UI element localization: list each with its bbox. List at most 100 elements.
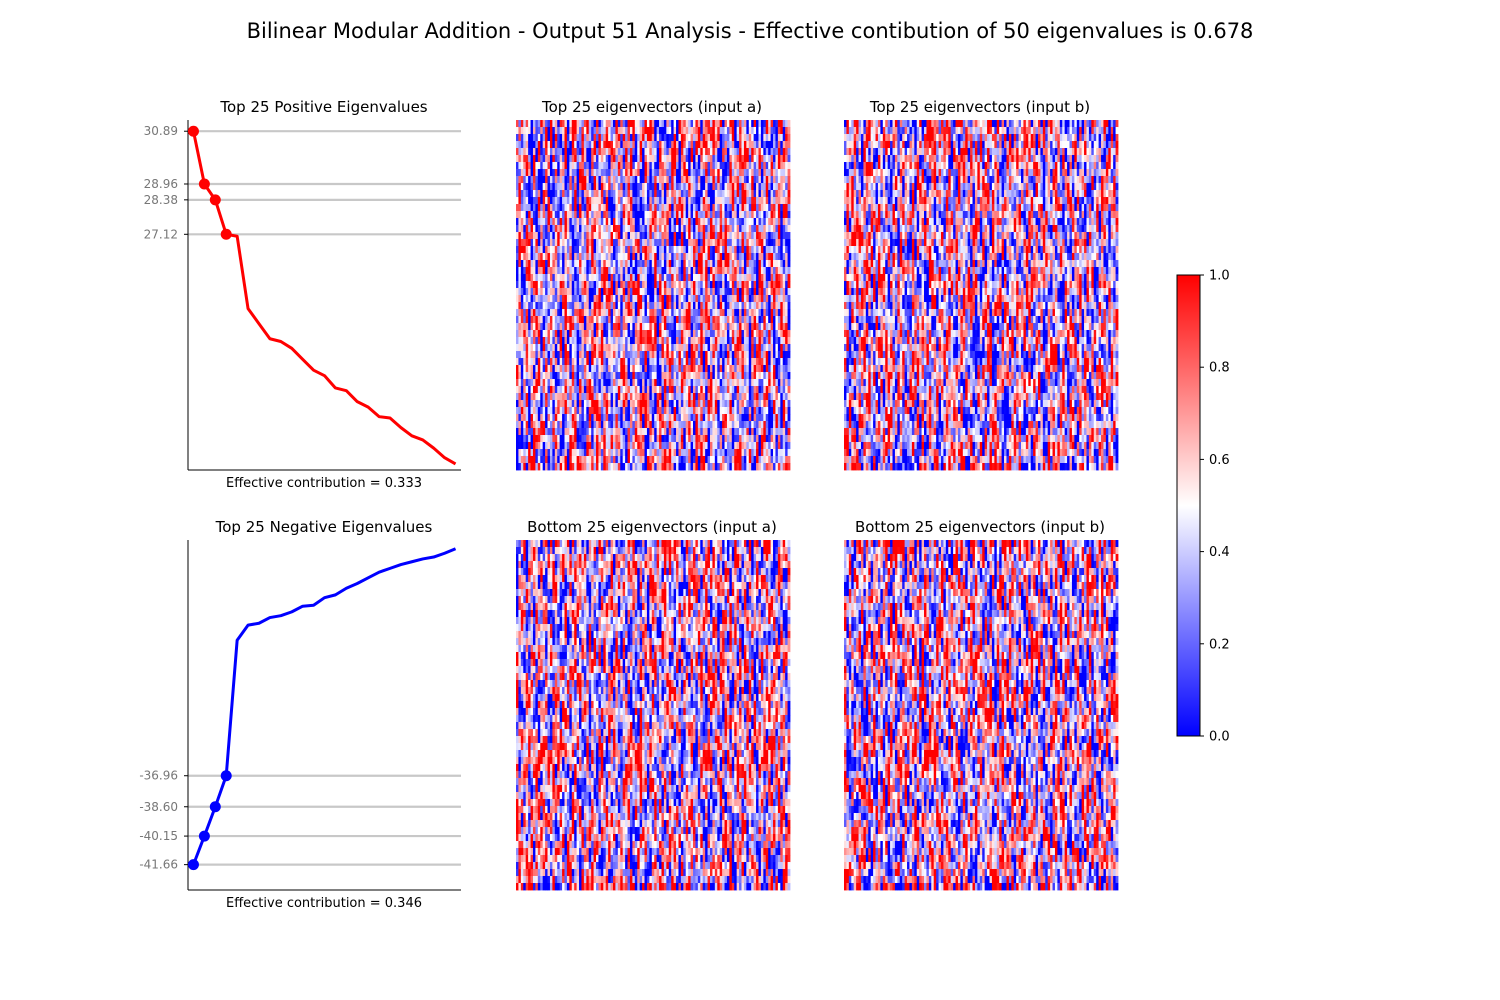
heatmap-cell bbox=[654, 316, 658, 324]
heatmap-cell bbox=[537, 176, 541, 184]
heatmap-cell bbox=[559, 267, 563, 275]
y-tick-label: -36.96 bbox=[139, 769, 178, 783]
heatmap-cell bbox=[625, 246, 628, 254]
heatmap-cell bbox=[554, 407, 558, 415]
heatmap-cell bbox=[683, 204, 687, 212]
heatmap-cell bbox=[741, 232, 745, 240]
heatmap-cell bbox=[777, 246, 781, 254]
heatmap-cell bbox=[748, 358, 752, 366]
heatmap-cell bbox=[612, 421, 616, 429]
heatmap-cell bbox=[591, 197, 594, 205]
heatmap-cell bbox=[707, 155, 711, 163]
heatmap-cell bbox=[676, 155, 679, 163]
heatmap-cell bbox=[549, 148, 553, 156]
heatmap-cell bbox=[583, 246, 587, 254]
heatmap-cell bbox=[644, 267, 648, 275]
heatmap-cell bbox=[549, 365, 553, 373]
heatmap-cell bbox=[765, 407, 769, 415]
heatmap-cell bbox=[574, 337, 578, 345]
heatmap-cell bbox=[605, 316, 609, 324]
heatmap-cell bbox=[697, 414, 701, 422]
heatmap-cell bbox=[559, 274, 563, 282]
heatmap-cell bbox=[676, 274, 679, 282]
heatmap-cell bbox=[685, 274, 689, 282]
heatmap-cell bbox=[591, 148, 594, 156]
heatmap-cell bbox=[608, 414, 611, 422]
heatmap-cell bbox=[693, 393, 696, 401]
heatmap-cell bbox=[712, 155, 716, 163]
heatmap-cell bbox=[676, 211, 679, 219]
heatmap-cell bbox=[622, 204, 626, 212]
heatmap-cell bbox=[581, 141, 585, 149]
heatmap-cell bbox=[559, 400, 563, 408]
heatmap-cell bbox=[637, 253, 641, 261]
heatmap-cell bbox=[581, 288, 585, 296]
heatmap-cell bbox=[673, 288, 677, 296]
heatmap-cell bbox=[540, 239, 544, 247]
heatmap-cell bbox=[746, 204, 750, 212]
heatmap-cell bbox=[673, 281, 677, 289]
heatmap-cell bbox=[554, 309, 558, 317]
heatmap-cell bbox=[760, 204, 764, 212]
heatmap-cell bbox=[756, 218, 759, 226]
heatmap-cell bbox=[770, 155, 774, 163]
heatmap-cell bbox=[668, 155, 672, 163]
heatmap-cell bbox=[520, 197, 524, 205]
heatmap-cell bbox=[688, 407, 691, 415]
heatmap-cell bbox=[535, 386, 539, 394]
heatmap-cell bbox=[777, 302, 781, 310]
heatmap-cell bbox=[554, 246, 558, 254]
heatmap-cell bbox=[528, 414, 531, 422]
highlight-point bbox=[209, 801, 221, 813]
heatmap-cell bbox=[586, 260, 590, 268]
heatmap-cell bbox=[549, 232, 553, 240]
heatmap-cell bbox=[741, 358, 745, 366]
heatmap-cell bbox=[588, 148, 592, 156]
heatmap-cell bbox=[714, 197, 718, 205]
heatmap-cell bbox=[537, 281, 541, 289]
heatmap-cell bbox=[530, 316, 534, 324]
heatmap-cell bbox=[700, 141, 704, 149]
heatmap-cell bbox=[554, 330, 558, 338]
heatmap-cell bbox=[782, 141, 786, 149]
heatmap-cell bbox=[707, 386, 711, 394]
heatmap-cell bbox=[537, 414, 541, 422]
heatmap-cell bbox=[605, 225, 609, 233]
heatmap-cell bbox=[690, 316, 694, 324]
heatmap-cell bbox=[731, 386, 735, 394]
heatmap-cell bbox=[644, 190, 648, 198]
heatmap-cell bbox=[673, 316, 677, 324]
heatmap-cell bbox=[663, 400, 667, 408]
heatmap-cell bbox=[726, 260, 730, 268]
heatmap-cell bbox=[782, 204, 786, 212]
heatmap-cell bbox=[549, 309, 553, 317]
heatmap-cell bbox=[554, 218, 558, 226]
heatmap-cell bbox=[666, 127, 670, 135]
heatmap-cell bbox=[528, 260, 531, 268]
heatmap-cell bbox=[634, 379, 638, 387]
heatmap-cell bbox=[673, 393, 677, 401]
heatmap-cell bbox=[520, 176, 524, 184]
heatmap-cell bbox=[712, 141, 716, 149]
heatmap-cell bbox=[724, 407, 728, 415]
heatmap-cell bbox=[777, 337, 781, 345]
heatmap-cell bbox=[596, 141, 599, 149]
heatmap-cell bbox=[593, 365, 597, 373]
heatmap-cell bbox=[736, 204, 740, 212]
heatmap-cell bbox=[557, 337, 561, 345]
heatmap-cell bbox=[581, 134, 585, 142]
heatmap-cell bbox=[586, 337, 590, 345]
heatmap-cell bbox=[712, 351, 716, 359]
heatmap-cell bbox=[671, 393, 675, 401]
heatmap-cell bbox=[773, 225, 776, 233]
heatmap-cell bbox=[629, 127, 633, 135]
heatmap-cell bbox=[722, 155, 725, 163]
heatmap-cell bbox=[649, 176, 653, 184]
heatmap-cell bbox=[663, 337, 667, 345]
heatmap-cell bbox=[646, 407, 650, 415]
heatmap-cell bbox=[676, 204, 679, 212]
heatmap-cell bbox=[552, 169, 556, 177]
heatmap-cell bbox=[763, 127, 767, 135]
heatmap-cell bbox=[600, 372, 604, 380]
heatmap-cell bbox=[768, 288, 771, 296]
